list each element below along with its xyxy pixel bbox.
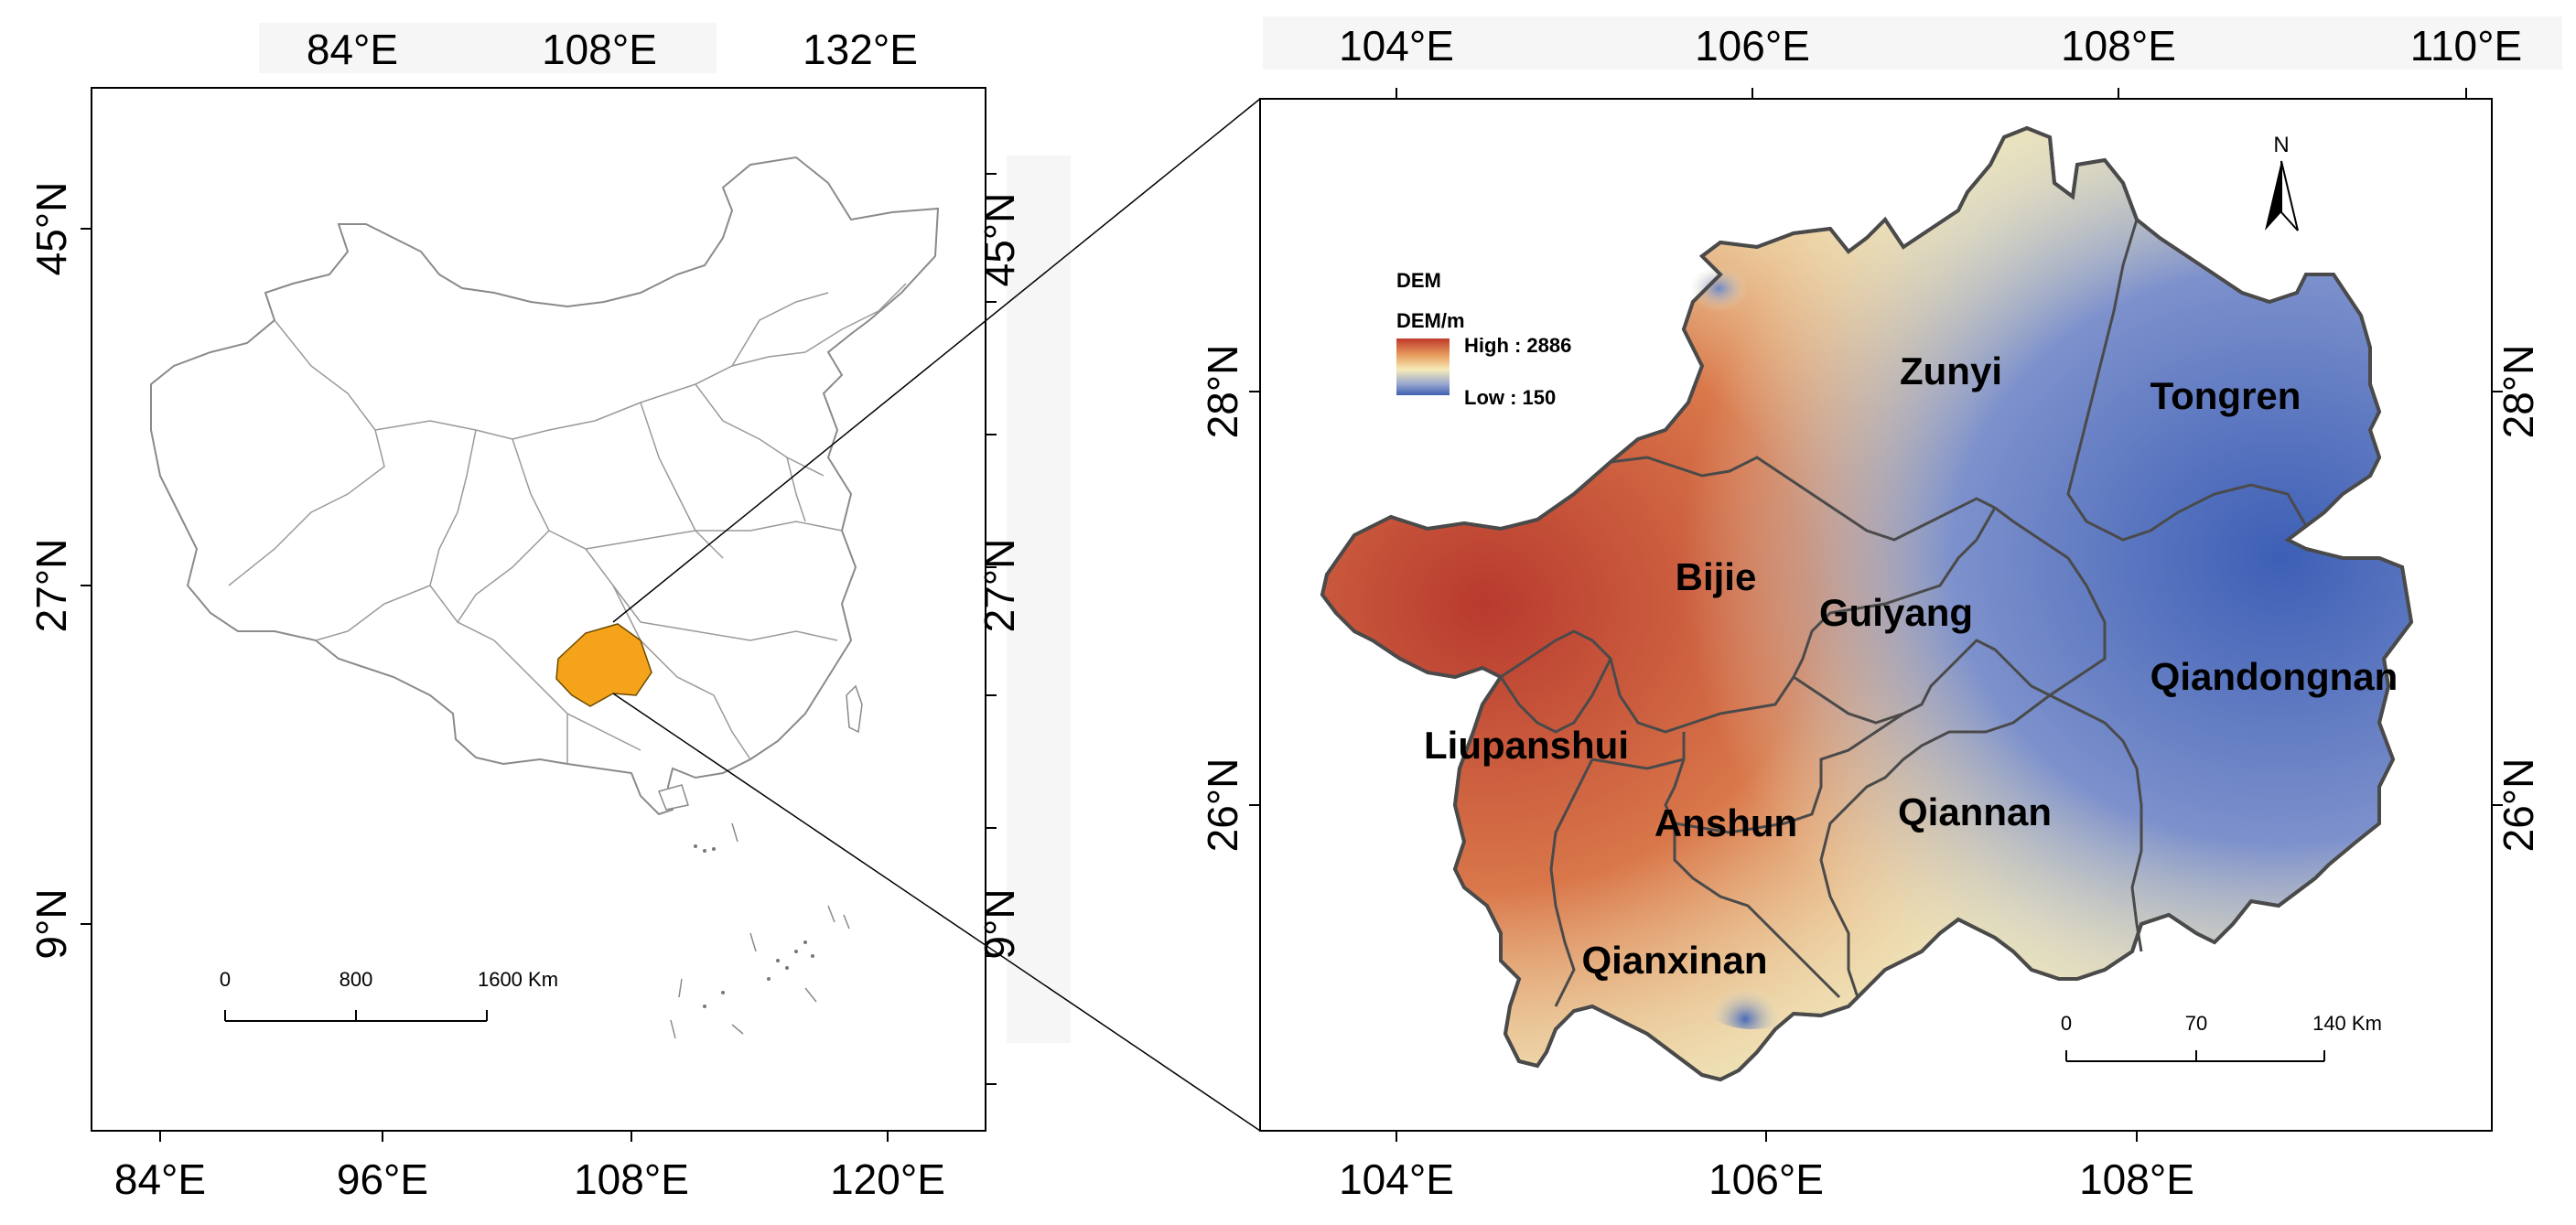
detail-bottom-label-2: 108°E [2079, 1155, 2194, 1203]
dem-south-valley [1679, 901, 1826, 1029]
south-sea-islets [694, 844, 814, 1008]
detail-top-label-0: 104°E [1339, 22, 1454, 70]
overview-scale-tick-1: 800 [340, 968, 373, 991]
detail-top-label-1: 106°E [1695, 22, 1810, 70]
detail-scale-tick-0: 0 [2061, 1012, 2072, 1035]
region-label-bijie: Bijie [1676, 555, 1757, 598]
legend-color-ramp [1396, 338, 1450, 395]
region-label-liupanshui: Liupanshui [1424, 724, 1629, 767]
nine-dash-line [670, 822, 850, 1039]
islands [657, 684, 863, 811]
detail-ticks [1249, 88, 2503, 1142]
detail-scale-bar: 0 70 140 Km [2061, 1012, 2382, 1062]
right-axis-band [1007, 156, 1071, 1043]
connector-line-bottom [612, 693, 1261, 1132]
detail-top-label-3: 110°E [2410, 22, 2522, 70]
overview-ticks [81, 173, 997, 1142]
region-label-tongren: Tongren [2150, 374, 2301, 417]
legend-high: High : 2886 [1464, 334, 1571, 357]
overview-right-label-0: 45°N [975, 193, 1023, 287]
north-arrow-left [2265, 161, 2281, 231]
dem-legend: DEM DEM/m High : 2886 Low : 150 [1396, 269, 1571, 409]
detail-right-label-0: 28°N [2495, 345, 2542, 439]
north-arrow: N [2265, 133, 2299, 231]
detail-top-label-2: 108°E [2061, 22, 2176, 70]
overview-bottom-label-0: 84°E [114, 1155, 206, 1203]
overview-top-label-1: 108°E [542, 26, 657, 73]
prefecture-boundaries [1499, 219, 2308, 1007]
guizhou-highlight [555, 623, 652, 707]
region-label-qiandongnan: Qiandongnan [2150, 655, 2398, 698]
dem-lowland-shading [1322, 128, 2411, 1080]
top-axis-band [259, 23, 717, 73]
region-label-anshun: Anshun [1654, 801, 1797, 844]
legend-low: Low : 150 [1464, 386, 1556, 409]
connector-line-top [612, 98, 1261, 623]
region-label-guiyang: Guiyang [1819, 591, 1973, 634]
overview-left-label-2: 9°N [27, 888, 75, 959]
dem-north-valley [1656, 265, 1821, 393]
overview-scale-tick-0: 0 [220, 968, 231, 991]
legend-title: DEM [1396, 269, 1441, 292]
north-arrow-label: N [2273, 133, 2289, 157]
region-label-qianxinan: Qianxinan [1581, 939, 1767, 982]
overview-top-label-0: 84°E [307, 26, 398, 73]
guizhou-outline-stroke [1320, 125, 2414, 1082]
detail-right-label-1: 26°N [2495, 758, 2542, 853]
detail-scale-tick-1: 70 [2185, 1012, 2207, 1035]
overview-scale-bar: 0 800 1600 Km [220, 968, 558, 1022]
overview-left-label-1: 27°N [27, 539, 75, 633]
overview-right-label-2: 9°N [975, 888, 1023, 959]
region-label-zunyi: Zunyi [1900, 349, 2002, 392]
detail-scale-tick-2: 140 Km [2312, 1012, 2382, 1035]
legend-subtitle: DEM/m [1396, 309, 1465, 332]
detail-top-axis-band [1263, 16, 2562, 70]
overview-top-label-2: 132°E [803, 26, 918, 73]
detail-left-label-0: 28°N [1199, 345, 1246, 439]
province-boundaries [228, 283, 907, 764]
detail-bottom-label-0: 104°E [1339, 1155, 1454, 1203]
china-outline [150, 156, 940, 816]
overview-scale-tick-2: 1600 Km [478, 968, 558, 991]
guizhou-dem [1320, 125, 2414, 1082]
overview-bottom-label-1: 96°E [337, 1155, 428, 1203]
overview-map: 0 800 1600 Km 84°E 108°E 132°E 84°E 96°E… [27, 23, 1261, 1203]
overview-bottom-label-3: 120°E [830, 1155, 945, 1203]
north-arrow-right [2280, 160, 2299, 231]
region-label-qiannan: Qiannan [1898, 790, 2052, 833]
detail-bottom-label-1: 106°E [1708, 1155, 1824, 1203]
detail-map: Zunyi Tongren Bijie Guiyang Qiandongnan … [1199, 16, 2562, 1203]
overview-bottom-label-2: 108°E [574, 1155, 689, 1203]
detail-left-label-1: 26°N [1199, 758, 1246, 853]
overview-left-label-0: 45°N [27, 182, 75, 276]
overview-right-label-1: 27°N [975, 539, 1023, 633]
